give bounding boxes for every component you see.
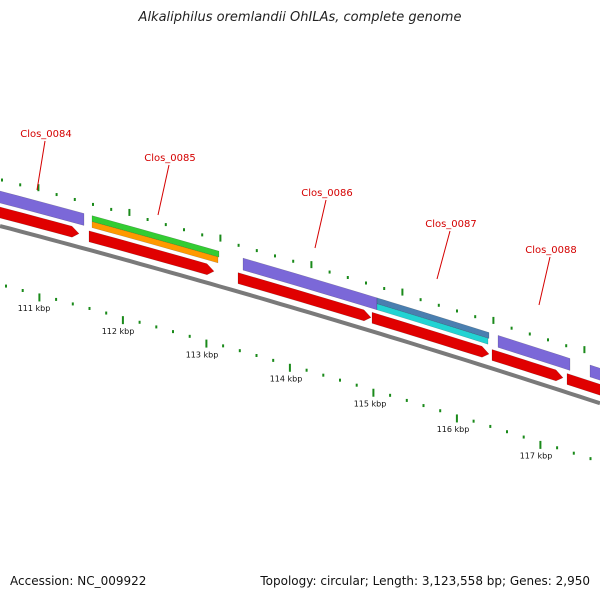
scale-label: 117 kbp [520,451,553,460]
scale-label: 112 kbp [102,327,135,336]
gene-band-clos-0087-cyan [376,303,489,345]
cds-arrow [371,311,490,358]
scale-label: 115 kbp [354,400,387,409]
gene-band-clos-0087-blue [376,297,490,339]
cds-arrow [88,230,215,276]
scale-labels: 111 kbp 112 kbp 113 kbp 114 kbp 115 kbp 116 k… [18,304,553,460]
scale-tick-marks [5,284,592,461]
cds-arrow [566,373,600,396]
scale-label: 111 kbp [18,304,51,313]
scale-label: 116 kbp [437,425,470,434]
scale-label: 113 kbp [186,350,219,359]
gene-label-clos-0087: Clos_0087 [425,219,477,230]
cds-arrow [237,272,372,322]
gene-band-clos-0084 [0,190,85,226]
gene-label-clos-0085: Clos_0085 [144,153,196,164]
gene-features [0,190,600,406]
gene-label-clos-0086: Clos_0086 [301,188,353,199]
gene-band-clos-0085-green [91,215,220,258]
leader-line-clos-0084 [36,140,46,191]
gene-band-clos-0085-orange [91,221,219,264]
genome-title: Alkaliphilus oremlandii OhILAs, complete… [138,10,462,25]
genome-backbone [0,224,600,406]
gene-band-clos-0088 [497,335,571,371]
cds-arrow [491,349,564,382]
genome-summary-text: Topology: circular; Length: 3,123,558 bp… [260,574,590,588]
leader-line-clos-0087 [436,230,451,280]
cds-arrow [0,206,80,238]
gene-labels: Clos_0084 Clos_0085 Clos_0086 Clos_0087 Clos… [20,129,577,306]
gene-band [589,364,600,381]
gene-label-clos-0084: Clos_0084 [20,129,72,140]
leader-line-clos-0088 [538,256,551,306]
leader-line-clos-0086 [314,199,327,249]
leader-line-clos-0085 [157,164,170,216]
outer-tick-marks [1,178,586,354]
gene-label-clos-0088: Clos_0088 [525,245,577,256]
scale-label: 114 kbp [270,375,303,384]
accession-text: Accession: NC_009922 [10,574,147,588]
